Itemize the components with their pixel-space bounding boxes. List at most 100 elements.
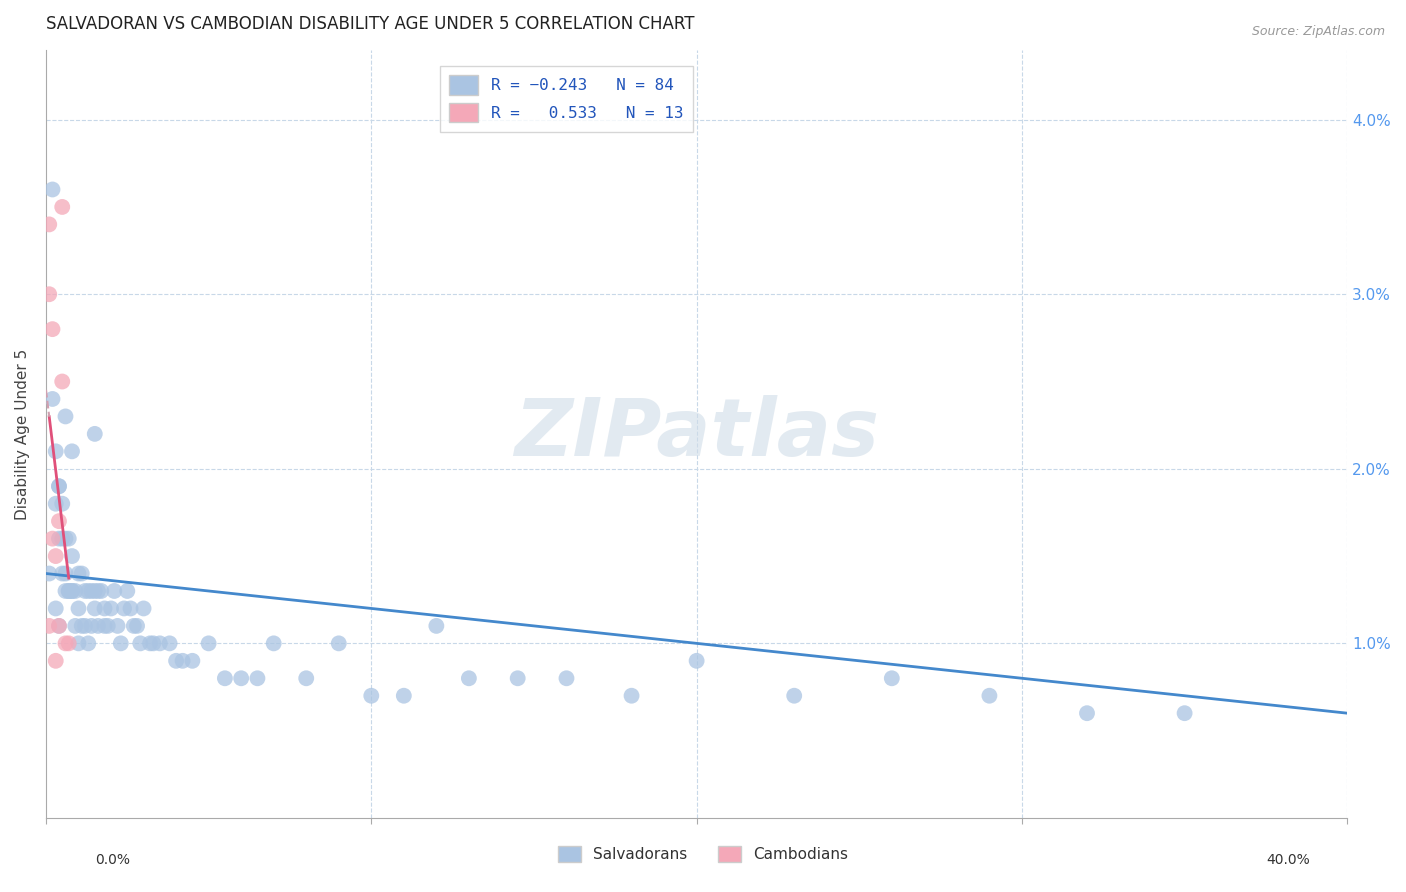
Point: [60, 584, 83, 599]
Point: [425, 619, 447, 633]
Point: [51, 497, 73, 511]
Point: [685, 654, 707, 668]
Point: [67, 636, 90, 650]
Point: [149, 636, 172, 650]
Point: [67, 566, 90, 581]
Point: [103, 584, 125, 599]
Point: [77, 636, 100, 650]
Legend: R = −0.243   N = 84, R =   0.533   N = 13: R = −0.243 N = 84, R = 0.533 N = 13: [440, 65, 693, 132]
Point: [48, 532, 70, 546]
Point: [90, 584, 112, 599]
Point: [70, 619, 93, 633]
Point: [38, 287, 60, 301]
Point: [87, 584, 110, 599]
Point: [55, 584, 77, 599]
Point: [51, 566, 73, 581]
Point: [979, 689, 1001, 703]
Point: [246, 671, 269, 685]
Point: [73, 584, 96, 599]
Point: [48, 619, 70, 633]
Point: [295, 671, 318, 685]
Point: [45, 444, 67, 458]
Point: [117, 584, 139, 599]
Point: [60, 584, 83, 599]
Point: [555, 671, 578, 685]
Point: [231, 671, 253, 685]
Point: [41, 322, 63, 336]
Point: [48, 514, 70, 528]
Point: [60, 549, 83, 563]
Point: [65, 584, 87, 599]
Text: 40.0%: 40.0%: [1267, 853, 1310, 867]
Point: [73, 619, 96, 633]
Point: [58, 584, 80, 599]
Text: ZIPatlas: ZIPatlas: [515, 395, 879, 473]
Point: [392, 689, 415, 703]
Point: [328, 636, 350, 650]
Point: [360, 689, 382, 703]
Point: [1174, 706, 1197, 721]
Point: [80, 584, 103, 599]
Point: [51, 375, 73, 389]
Point: [70, 566, 93, 581]
Point: [1076, 706, 1098, 721]
Point: [45, 601, 67, 615]
Point: [58, 584, 80, 599]
Point: [97, 619, 120, 633]
Point: [506, 671, 529, 685]
Point: [58, 532, 80, 546]
Point: [83, 426, 105, 441]
Point: [51, 532, 73, 546]
Point: [55, 636, 77, 650]
Point: [122, 619, 145, 633]
Point: [132, 601, 155, 615]
Point: [77, 584, 100, 599]
Point: [45, 549, 67, 563]
Point: [45, 654, 67, 668]
Point: [172, 654, 194, 668]
Y-axis label: Disability Age Under 5: Disability Age Under 5: [15, 348, 30, 519]
Point: [41, 182, 63, 196]
Point: [783, 689, 806, 703]
Text: SALVADORAN VS CAMBODIAN DISABILITY AGE UNDER 5 CORRELATION CHART: SALVADORAN VS CAMBODIAN DISABILITY AGE U…: [46, 15, 695, 33]
Point: [41, 532, 63, 546]
Point: [120, 601, 142, 615]
Point: [38, 619, 60, 633]
Point: [55, 566, 77, 581]
Point: [55, 532, 77, 546]
Point: [67, 601, 90, 615]
Point: [80, 619, 103, 633]
Point: [60, 444, 83, 458]
Point: [58, 636, 80, 650]
Point: [197, 636, 219, 650]
Point: [159, 636, 181, 650]
Point: [110, 636, 132, 650]
Point: [214, 671, 236, 685]
Point: [38, 566, 60, 581]
Point: [65, 619, 87, 633]
Point: [48, 479, 70, 493]
Point: [38, 218, 60, 232]
Point: [93, 619, 115, 633]
Legend: Salvadorans, Cambodians: Salvadorans, Cambodians: [551, 840, 855, 868]
Point: [125, 619, 148, 633]
Point: [112, 601, 135, 615]
Point: [48, 619, 70, 633]
Point: [165, 654, 187, 668]
Point: [142, 636, 165, 650]
Point: [83, 601, 105, 615]
Point: [181, 654, 204, 668]
Point: [100, 601, 122, 615]
Point: [83, 584, 105, 599]
Point: [880, 671, 903, 685]
Point: [139, 636, 162, 650]
Point: [457, 671, 479, 685]
Point: [51, 200, 73, 214]
Point: [620, 689, 643, 703]
Point: [41, 392, 63, 406]
Point: [129, 636, 152, 650]
Point: [48, 479, 70, 493]
Point: [55, 409, 77, 424]
Text: 0.0%: 0.0%: [96, 853, 131, 867]
Point: [263, 636, 285, 650]
